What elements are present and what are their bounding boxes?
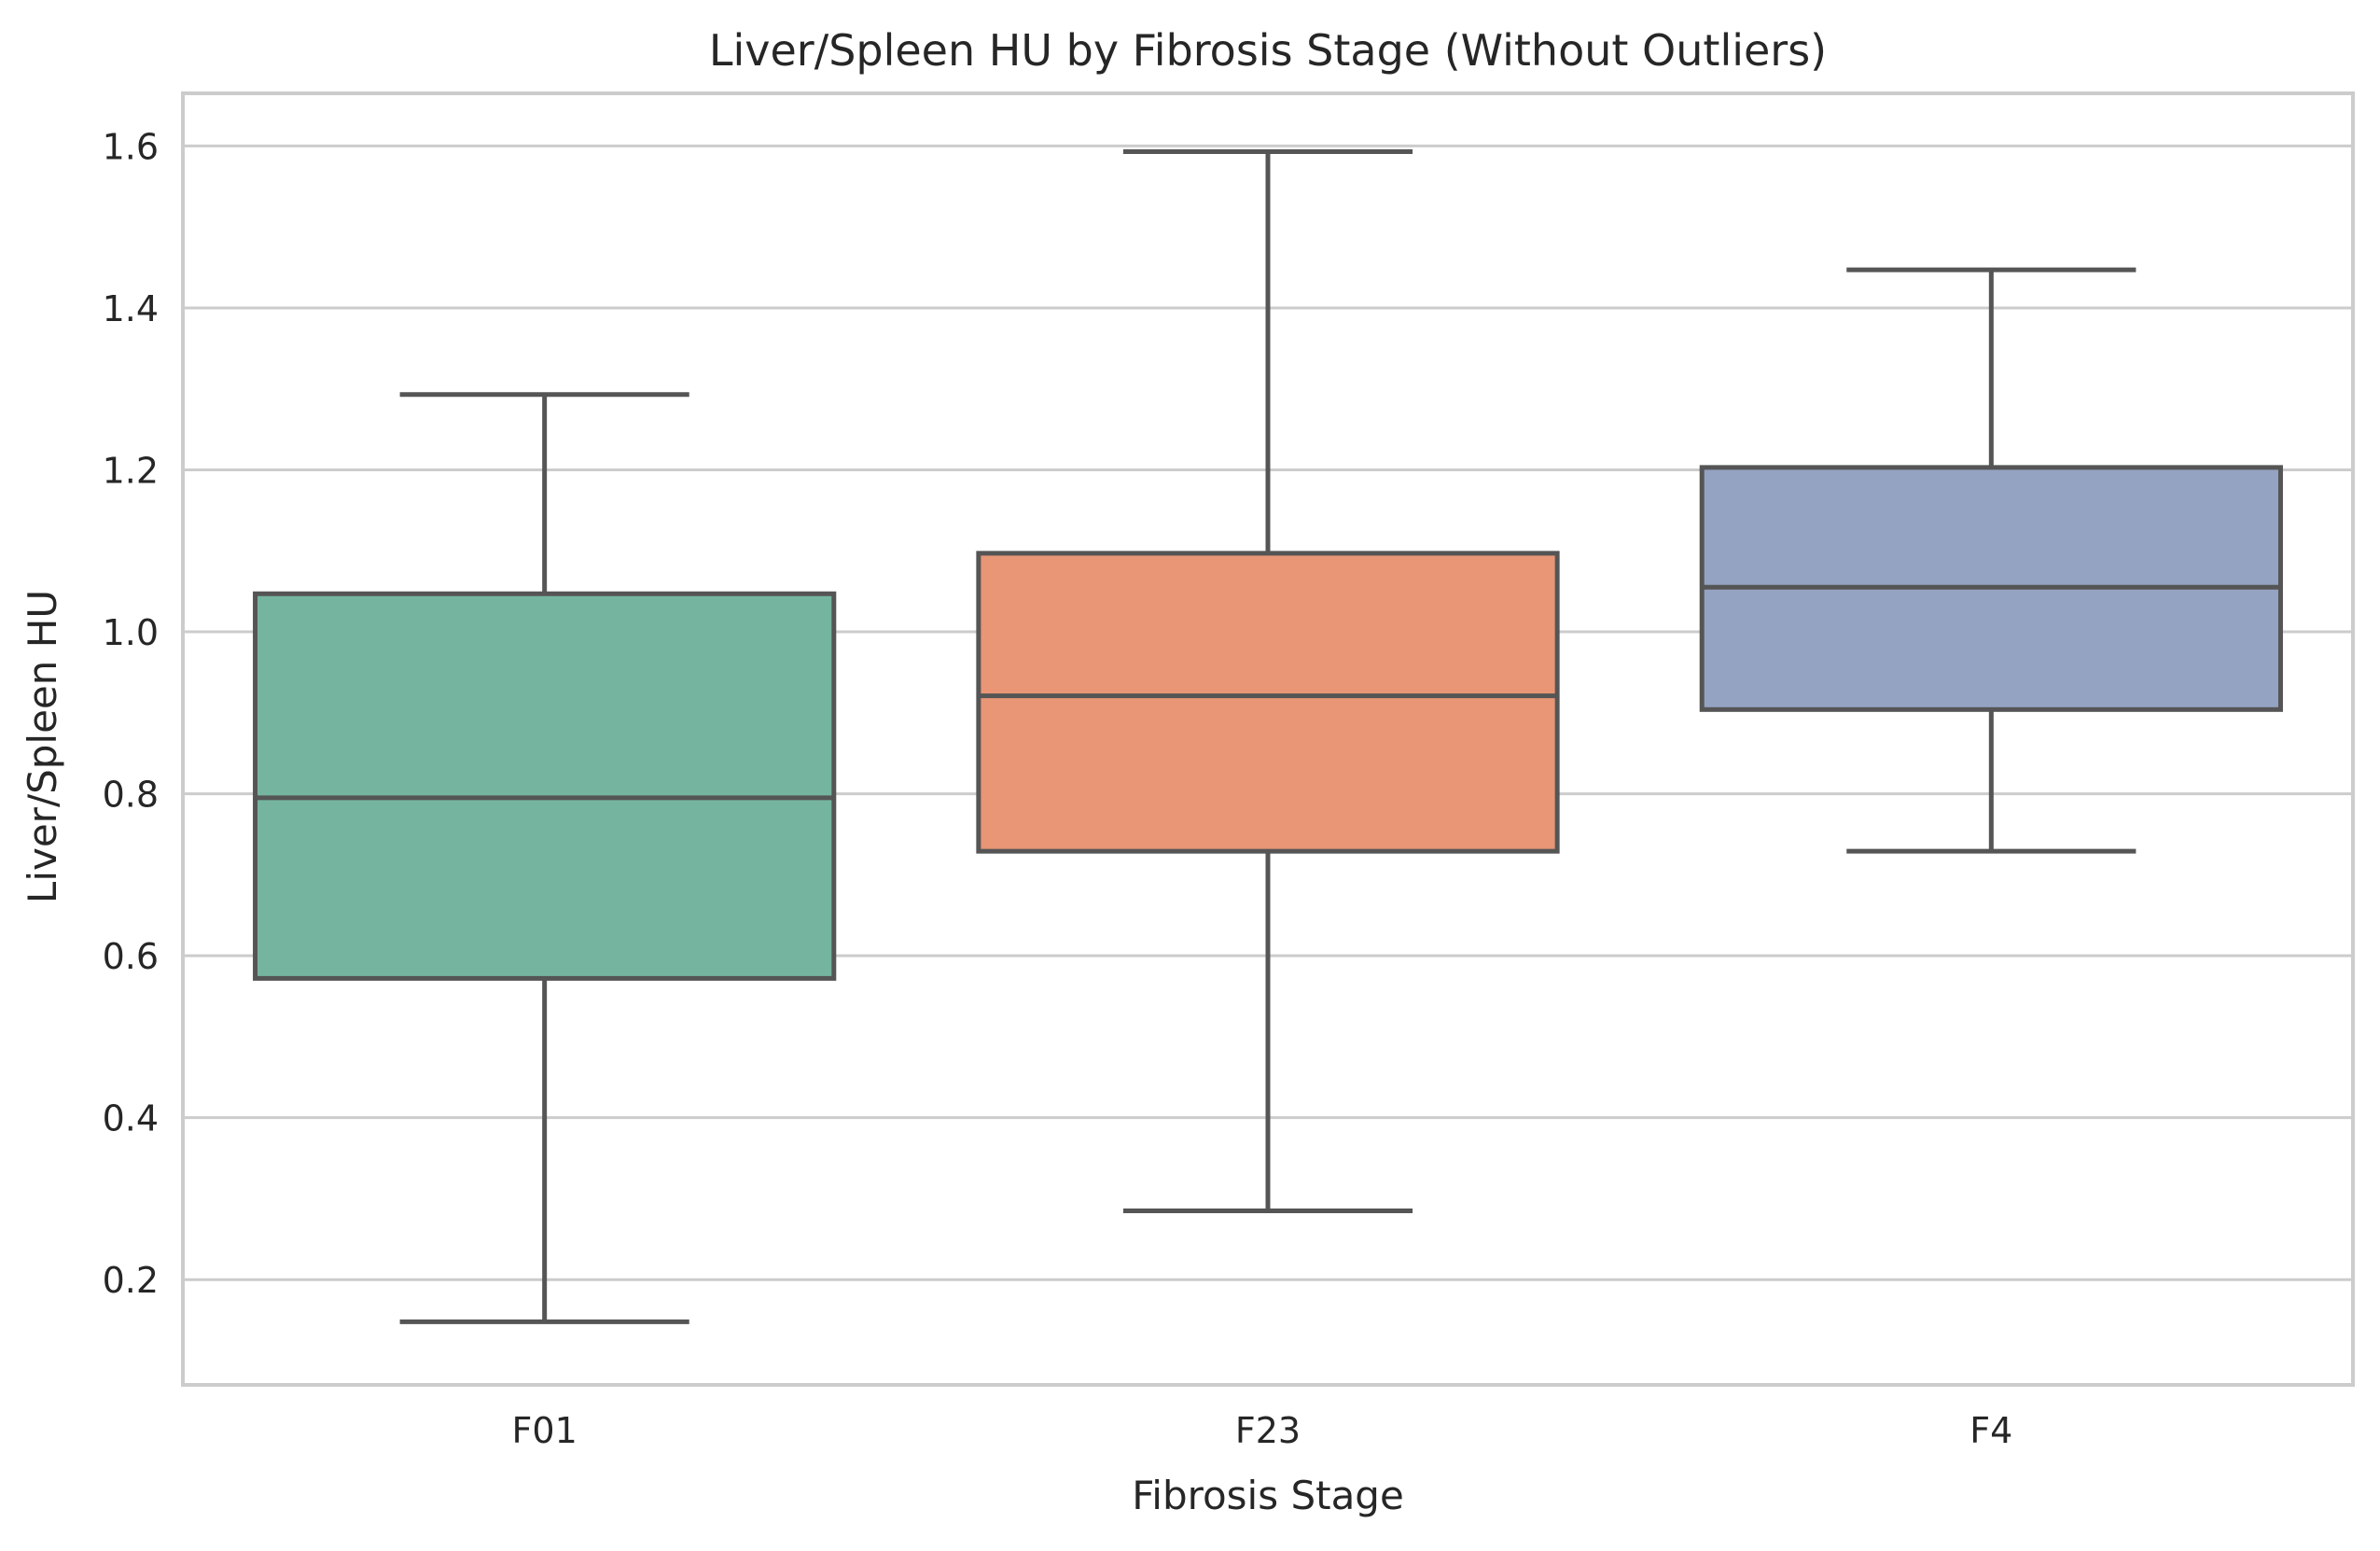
x-tick-label: F23 — [1235, 1410, 1301, 1451]
x-tick-labels: F01 F23 F4 — [512, 1410, 2013, 1451]
iqr-box — [976, 551, 1560, 854]
y-tick-labels: 0.2 0.4 0.6 0.8 1.0 1.2 1.4 1.6 — [103, 126, 159, 1301]
box-f23 — [976, 148, 1560, 1213]
plot-frame — [181, 91, 2355, 1387]
iqr-box — [253, 591, 837, 981]
y-tick-label: 0.2 — [103, 1260, 159, 1301]
x-tick-label: F4 — [1969, 1410, 2012, 1451]
x-tick-label: F01 — [512, 1410, 578, 1451]
chart-title: Liver/Spleen HU by Fibrosis Stage (Witho… — [709, 25, 1827, 76]
y-axis-label: Liver/Spleen HU — [20, 590, 65, 903]
box-f01 — [253, 392, 837, 1324]
y-tick-label: 1.2 — [103, 450, 159, 491]
boxes — [253, 148, 2283, 1324]
y-tick-label: 1.4 — [103, 288, 159, 329]
y-tick-label: 0.8 — [103, 775, 159, 816]
y-tick-label: 0.6 — [103, 936, 159, 977]
y-tick-label: 0.4 — [103, 1098, 159, 1139]
y-tick-label: 1.6 — [103, 126, 159, 167]
x-axis-label: Fibrosis Stage — [1132, 1473, 1404, 1518]
y-tick-label: 1.0 — [103, 612, 159, 653]
box-f4 — [1699, 267, 2283, 854]
